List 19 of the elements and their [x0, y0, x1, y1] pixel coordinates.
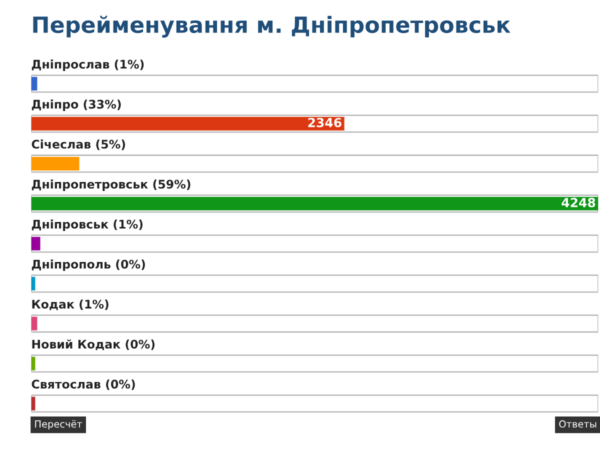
bar [31, 156, 80, 170]
text: Пересчёт [35, 420, 82, 430]
y-tick-label: Січеслав (5%) [32, 140, 126, 150]
y-tick-label: Дніпро (33%) [32, 100, 121, 111]
data-label: 2346 [308, 118, 342, 128]
bar [31, 316, 38, 330]
y-tick-label: Дніпровськ (1%) [32, 220, 143, 231]
y-tick-label: Кодак (1%) [32, 300, 108, 310]
y-tick-label: Новий Кодак (0%) [32, 339, 155, 350]
y-tick-label: Дніпрополь (0%) [32, 260, 145, 271]
bar [31, 76, 38, 90]
y-tick-label: Дніпропетровськ (59%) [32, 180, 190, 191]
bar [31, 236, 40, 250]
text: Ответы [559, 420, 596, 428]
data-label: 4248 [562, 198, 596, 208]
y-tick-label: Дніпрослав (1%) [32, 60, 144, 71]
y-tick-label: Святослав (0%) [32, 379, 135, 390]
bar [31, 116, 344, 130]
chart-title: Перейменування м. Дніпропетровськ [33, 16, 510, 38]
